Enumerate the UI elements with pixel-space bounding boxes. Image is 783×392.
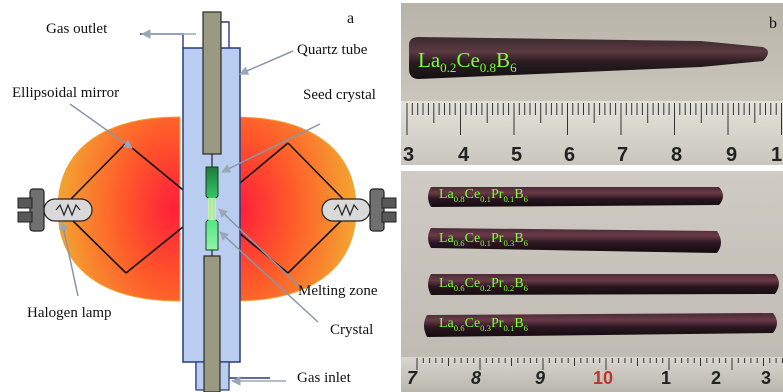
crystal-rod-1	[428, 187, 723, 207]
ruler-top	[401, 101, 783, 165]
halogen-lamp-right	[321, 188, 397, 232]
rods-and-ruler-scene	[401, 171, 783, 392]
label-melting-zone: Melting zone	[298, 283, 378, 299]
crystal-rod-4	[424, 313, 777, 337]
ruler-bottom-number: 7	[407, 368, 418, 388]
label-crystal: Crystal	[330, 322, 374, 338]
crystal-rod-top	[409, 37, 768, 79]
label-seed-crystal: Seed crystal	[303, 87, 376, 103]
label-quartz-tube: Quartz tube	[297, 42, 368, 58]
ruler-bottom-number: 1	[661, 368, 672, 388]
floating-zone-furnace-diagram	[17, 11, 397, 392]
formula-top-rod: La0.2Ce0.8B6	[418, 48, 517, 76]
ruler-bottom-number: 10	[593, 368, 614, 388]
crystal-rod-2	[428, 228, 721, 253]
formula-rod-2: La0.6Ce0.1Pr0.3B6	[439, 231, 528, 248]
ruler-top-number: 8	[671, 144, 683, 165]
ruler-top-number: 4	[458, 144, 470, 165]
leader-lines	[59, 50, 321, 323]
crystal-rod-3	[428, 274, 779, 295]
ruler-bottom-number: 9	[535, 368, 546, 388]
melting-zone	[208, 198, 216, 220]
ruler-bottom-number: 3	[761, 368, 772, 388]
panel-a-letter: a	[347, 10, 355, 27]
formula-rod-4: La0.6Ce0.3Pr0.1B6	[439, 316, 528, 333]
ruler-top-number: 9	[726, 144, 738, 165]
ruler-top-number: 1	[771, 144, 783, 165]
label-halogen-lamp: Halogen lamp	[27, 305, 112, 321]
label-ellipsoidal-mirror: Ellipsoidal mirror	[12, 85, 120, 101]
formula-rod-1: La0.8Ce0.1Pr0.1B6	[439, 187, 528, 204]
photo-single-crystal-rod: La0.2Ce0.8B6 3 4 5 6 7 8 9 1	[401, 3, 783, 165]
ruler-bottom-number: 2	[711, 368, 722, 388]
label-gas-outlet: Gas outlet	[46, 21, 108, 37]
lower-crystal-rod	[203, 255, 221, 392]
ruler-bottom-ticks	[416, 358, 783, 370]
ruler-top-number: 3	[403, 144, 415, 165]
ruler-top-number: 6	[564, 144, 576, 165]
label-gas-inlet: Gas inlet	[297, 370, 351, 386]
formula-rod-3: La0.6Ce0.2Pr0.2B6	[439, 276, 528, 293]
ruler-top-ticks	[406, 103, 782, 135]
upper-feed-rod	[202, 11, 222, 155]
panel-b-letter: b	[769, 15, 777, 32]
halogen-lamp-left	[17, 188, 93, 232]
ruler-bottom-number: 8	[471, 368, 482, 388]
photo-four-crystal-rods: La0.8Ce0.1Pr0.1B6 La0.6Ce0.1Pr0.3B6 La0.…	[401, 171, 783, 392]
ruler-top-number: 5	[511, 144, 523, 165]
ruler-top-number: 7	[617, 144, 629, 165]
rod-and-ruler-scene	[401, 3, 783, 165]
